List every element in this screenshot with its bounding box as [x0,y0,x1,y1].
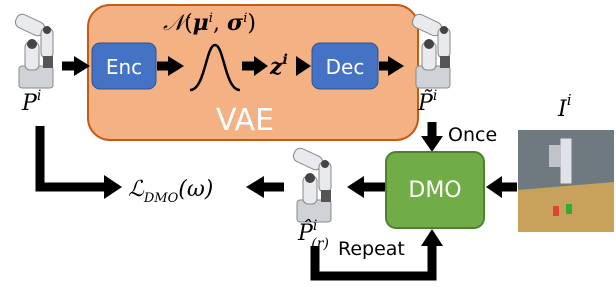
repeat-label: Repeat [338,238,405,260]
base: P [21,91,38,116]
input-trajectory-label: Pi [21,88,41,116]
base: z [269,54,283,80]
robot-icon [291,146,331,222]
sep: , [213,11,227,36]
sup: i [37,88,41,104]
rollout-label: P̂i(r) [297,218,329,252]
sup: i [567,91,572,109]
dmo-label: DMO [408,178,461,203]
sigma: σ [227,10,244,36]
robot-icon [13,12,53,88]
loss-label: ℒDMO(ω) [128,177,213,206]
once-label: Once [448,124,497,146]
base: ℒ [128,177,145,202]
vae-label: VAE [216,103,274,138]
diagram: Enc Dec VAE 𝒩(μi, σi) zi Pi P̃i Once DMO… [0,0,616,287]
mu: μ [193,10,209,36]
scene-image [518,130,614,232]
sup: i [283,52,288,68]
sup: i [433,88,437,104]
arg: (ω) [178,177,213,202]
sup: i [313,218,317,234]
reconstructed-label: P̃i [417,88,437,116]
image-label: Ii [557,91,572,122]
decoder-label: Dec [326,55,365,79]
paren: ( [184,11,193,36]
encoder-label: Enc [106,55,142,79]
base: P̃ [417,90,434,116]
sub: (r) [311,236,329,252]
sub: DMO [143,191,179,206]
paren: ) [247,11,256,36]
